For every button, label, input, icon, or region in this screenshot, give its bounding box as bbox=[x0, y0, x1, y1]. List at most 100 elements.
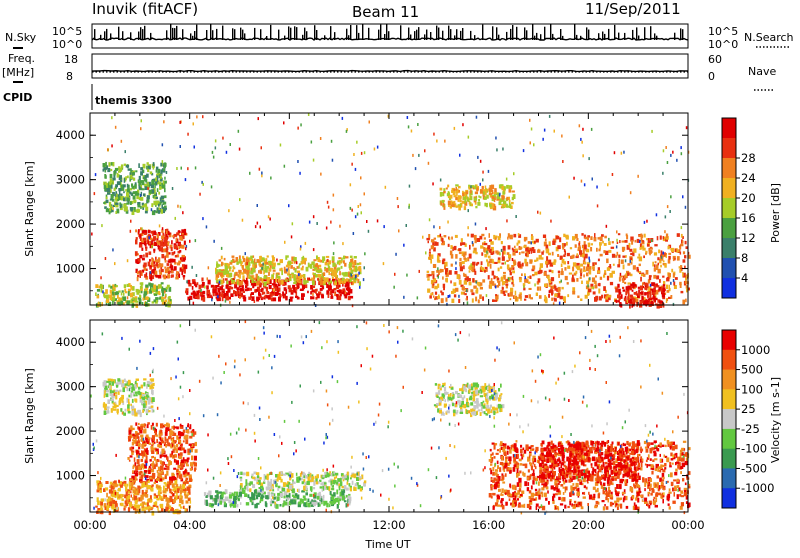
echo-cell bbox=[101, 498, 104, 501]
echo-cell bbox=[614, 151, 616, 154]
echo-cell bbox=[275, 284, 278, 287]
echo-cell bbox=[267, 476, 269, 481]
echo-cell bbox=[167, 267, 170, 272]
echo-cell bbox=[304, 482, 306, 485]
echo-cell bbox=[587, 284, 589, 287]
echo-cell bbox=[203, 297, 206, 302]
echo-cell bbox=[330, 280, 332, 283]
echo-cell bbox=[215, 146, 217, 149]
echo-cell bbox=[429, 256, 431, 260]
echo-cell bbox=[159, 182, 161, 185]
echo-cell bbox=[258, 270, 260, 273]
nsky-spike bbox=[278, 30, 279, 40]
echo-cell bbox=[331, 140, 333, 143]
echo-cell bbox=[128, 291, 130, 296]
nsky-spike bbox=[290, 28, 291, 40]
echo-cell bbox=[338, 257, 341, 259]
echo-cell bbox=[112, 178, 115, 181]
echo-cell bbox=[512, 191, 515, 193]
echo-cell bbox=[280, 479, 282, 483]
echo-cell bbox=[266, 295, 269, 299]
echo-cell bbox=[462, 242, 466, 245]
echo-cell bbox=[575, 271, 577, 274]
echo-cell bbox=[176, 238, 178, 242]
echo-cell bbox=[307, 291, 309, 294]
echo-cell bbox=[128, 507, 130, 512]
echo-cell bbox=[344, 475, 347, 479]
echo-cell bbox=[179, 471, 181, 475]
echo-cell bbox=[142, 188, 145, 190]
echo-cell bbox=[552, 241, 555, 245]
echo-cell bbox=[495, 285, 497, 288]
echo-cell bbox=[143, 193, 145, 196]
echo-cell bbox=[433, 133, 435, 136]
echo-cell bbox=[483, 191, 485, 195]
echo-cell bbox=[149, 508, 151, 510]
echo-cell bbox=[551, 277, 554, 281]
echo-cell bbox=[580, 264, 583, 267]
echo-cell bbox=[492, 259, 494, 263]
echo-cell bbox=[440, 192, 442, 197]
echo-cell bbox=[473, 187, 475, 189]
echo-cell bbox=[654, 292, 656, 295]
echo-cell bbox=[558, 274, 560, 278]
echo-cell bbox=[543, 235, 546, 239]
echo-cell bbox=[182, 211, 184, 214]
echo-cell bbox=[207, 289, 209, 293]
echo-cell bbox=[510, 272, 512, 275]
echo-cell bbox=[470, 409, 472, 412]
echo-cell bbox=[162, 477, 164, 480]
echo-cell bbox=[502, 148, 504, 151]
echo-cell bbox=[313, 248, 315, 251]
echo-cell bbox=[444, 235, 447, 237]
echo-cell bbox=[590, 284, 593, 287]
echo-cell bbox=[393, 286, 395, 289]
echo-cell bbox=[158, 284, 161, 288]
echo-cell bbox=[111, 169, 113, 171]
echo-cell bbox=[153, 236, 156, 241]
echo-cell bbox=[168, 260, 171, 262]
echo-cell bbox=[138, 229, 140, 232]
echo-cell bbox=[302, 499, 304, 504]
echo-cell bbox=[501, 241, 503, 244]
echo-cell bbox=[182, 484, 185, 489]
echo-cell bbox=[481, 234, 484, 236]
echo-cell bbox=[325, 501, 327, 505]
echo-cell bbox=[656, 283, 658, 285]
nave-tick-top: 60 bbox=[708, 53, 722, 66]
echo-cell bbox=[546, 256, 548, 261]
nsky-spike bbox=[170, 24, 171, 40]
echo-cell bbox=[668, 256, 671, 260]
echo-cell bbox=[144, 263, 147, 267]
echo-cell bbox=[351, 282, 353, 285]
echo-cell bbox=[114, 292, 117, 296]
echo-cell bbox=[239, 296, 241, 299]
echo-cell bbox=[521, 251, 524, 253]
echo-cell bbox=[140, 197, 143, 201]
echo-cell bbox=[222, 137, 224, 140]
echo-cell bbox=[519, 252, 521, 255]
echo-cell bbox=[146, 456, 148, 461]
echo-cell bbox=[534, 283, 536, 286]
echo-cell bbox=[256, 259, 259, 263]
echo-cell bbox=[181, 229, 184, 233]
echo-cell bbox=[528, 241, 531, 244]
echo-cell bbox=[151, 288, 154, 291]
echo-cell bbox=[486, 259, 488, 261]
echo-cell bbox=[664, 230, 666, 233]
echo-cell bbox=[663, 281, 665, 285]
echo-cell bbox=[295, 268, 297, 273]
echo-cell bbox=[681, 152, 683, 155]
echo-cell bbox=[346, 130, 348, 133]
echo-cell bbox=[112, 483, 114, 486]
echo-cell bbox=[140, 255, 143, 257]
echo-cell bbox=[312, 293, 314, 296]
echo-cell bbox=[668, 285, 670, 290]
echo-cell bbox=[603, 286, 606, 291]
echo-cell bbox=[475, 252, 477, 254]
echo-cell bbox=[242, 275, 244, 279]
echo-cell bbox=[612, 173, 614, 176]
echo-cell bbox=[327, 474, 330, 478]
echo-cell bbox=[333, 252, 335, 255]
echo-cell bbox=[534, 272, 537, 276]
